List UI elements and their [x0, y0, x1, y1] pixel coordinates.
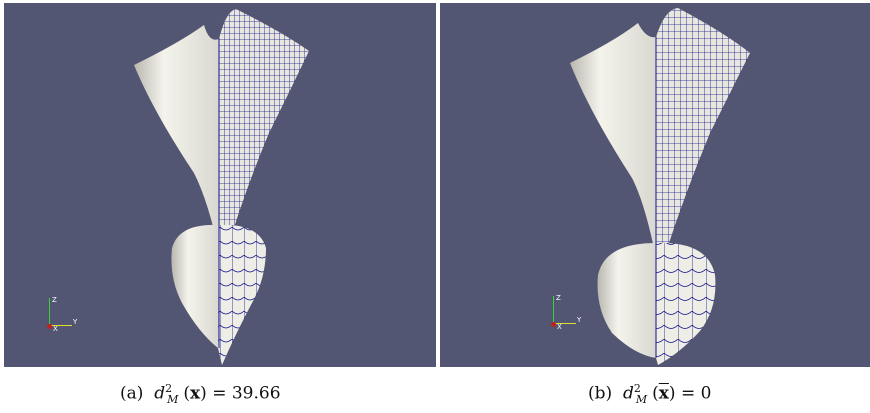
cone-mesh-right-b [656, 8, 750, 258]
caption-eq: = 39.66 [212, 383, 281, 404]
caption-sup: 2 [165, 382, 173, 395]
caption-eq: = 0 [680, 383, 712, 404]
caption-a: (a) d2M (x) = 39.66 [120, 382, 281, 407]
orientation-axes-a: Z Y X [46, 295, 86, 340]
bulb-mesh-right-b [656, 242, 716, 365]
axis-label-x: X [557, 323, 562, 331]
axis-label-y: Y [73, 318, 78, 326]
viewport-panel-b: Z Y X [440, 3, 870, 367]
caption-sub: M [635, 393, 648, 407]
cone-surface-left-a [134, 25, 219, 253]
bulb-mesh-right-a [218, 224, 266, 365]
shape-render-b [570, 8, 750, 365]
axis-label-z: Z [52, 296, 57, 304]
caption-b: (b) d2M (x) = 0 [588, 382, 712, 407]
caption-arg: x [658, 383, 669, 404]
cone-mesh-right-a [219, 9, 309, 253]
bulb-surface-left-b [597, 243, 656, 358]
caption-label: (b) [588, 383, 613, 404]
cone-surface-left-b [570, 23, 656, 258]
caption-arg: x [190, 383, 201, 404]
caption-label: (a) [120, 383, 144, 404]
caption-sub: M [167, 393, 179, 407]
viewport-panel-a: Z Y X [4, 3, 436, 367]
caption-sup: 2 [633, 382, 641, 395]
orientation-axes-b: Z Y X [550, 293, 590, 338]
axis-label-z: Z [556, 294, 561, 302]
caption-var: d [154, 383, 166, 404]
axis-label-x: X [53, 325, 58, 333]
bulb-surface-left-a [171, 224, 219, 348]
axis-label-y: Y [577, 316, 582, 324]
caption-var: d [622, 383, 634, 404]
shape-render-a [134, 9, 309, 365]
